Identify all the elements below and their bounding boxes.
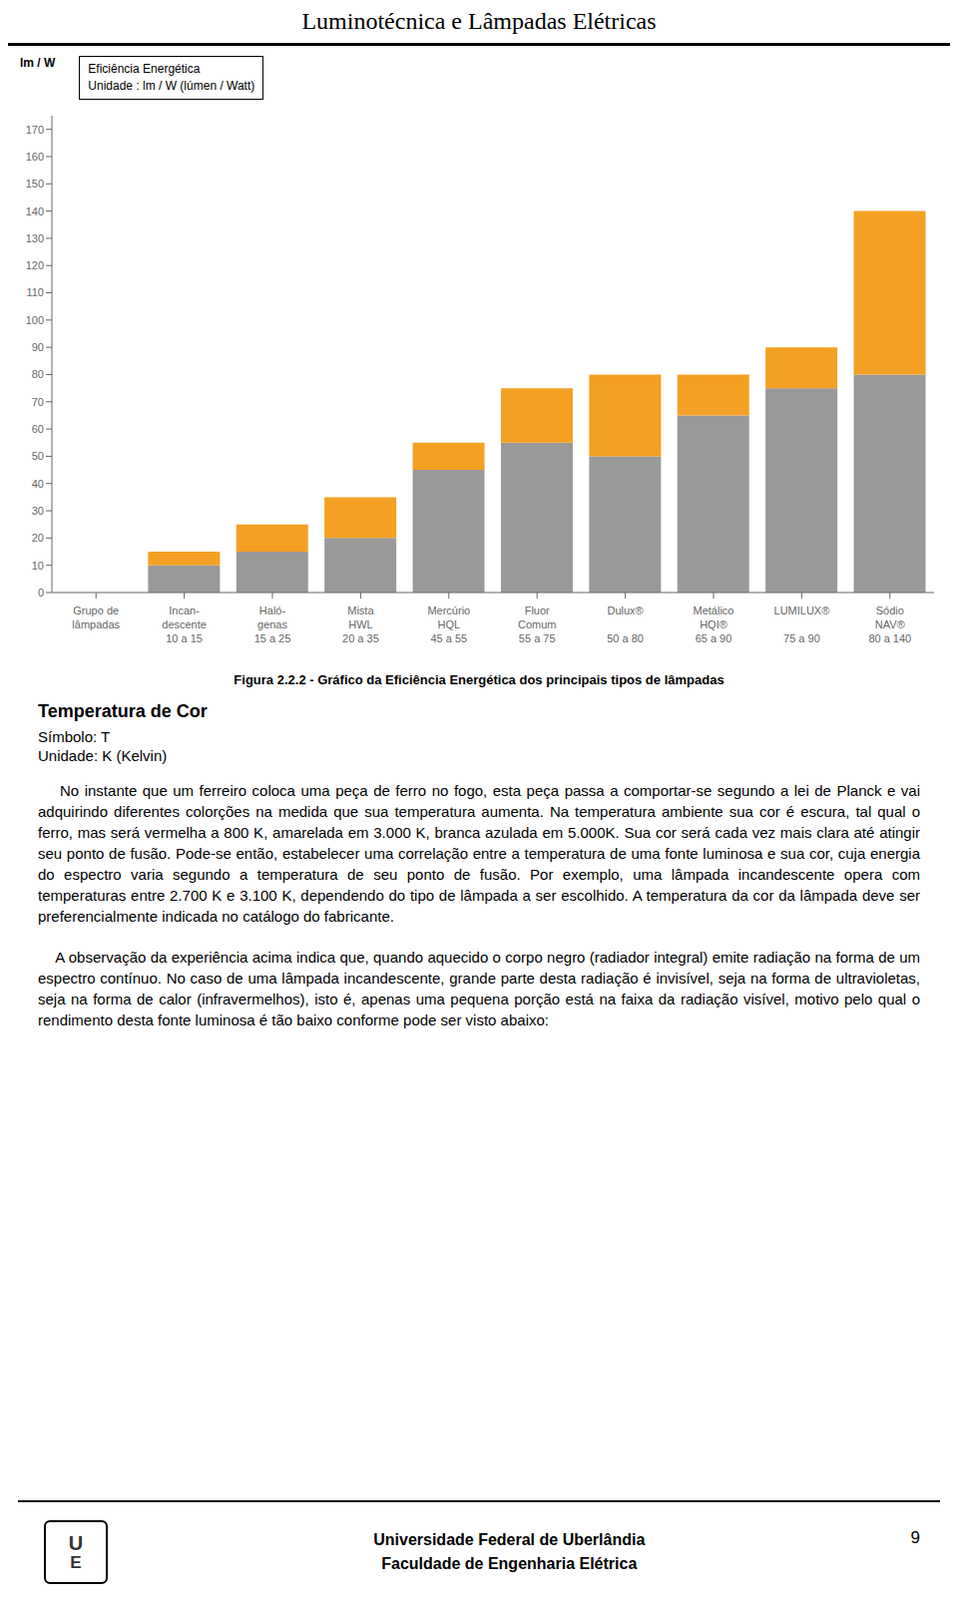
- svg-text:MercúrioHQL45 a 55: MercúrioHQL45 a 55: [427, 604, 471, 645]
- svg-text:40: 40: [31, 477, 44, 489]
- svg-text:Grupo delâmpadas: Grupo delâmpadas: [71, 604, 120, 631]
- html-text:9: 9: [910, 1528, 921, 1548]
- html-text:Luminotécnica e Lâmpadas Elétr: Luminotécnica e Lâmpadas Elétricas: [301, 7, 657, 34]
- svg-text:Incan-descente10 a 15: Incan-descente10 a 15: [161, 604, 207, 645]
- svg-text:FluorComum55 a 75: FluorComum55 a 75: [517, 604, 557, 645]
- html-text:U: U: [68, 1532, 84, 1555]
- svg-text:LUMILUX®75 a 90: LUMILUX®75 a 90: [774, 604, 831, 645]
- html-text:Figura 2.2.2 - Gráfico da Efic: Figura 2.2.2 - Gráfico da Eficiência Ene…: [233, 672, 725, 688]
- svg-text:20: 20: [31, 531, 44, 544]
- html-text:Faculdade de Engenharia Elétri: Faculdade de Engenharia Elétrica: [381, 1555, 637, 1573]
- svg-text:70: 70: [31, 395, 44, 408]
- svg-text:MetálicoHQI®65 a 90: MetálicoHQI®65 a 90: [693, 604, 735, 645]
- svg-text:140: 140: [25, 204, 44, 217]
- svg-text:110: 110: [25, 286, 44, 299]
- html-text:Símbolo: T: Símbolo: T: [37, 728, 111, 746]
- svg-text:10: 10: [31, 558, 44, 571]
- svg-text:130: 130: [25, 231, 44, 244]
- svg-text:60: 60: [31, 423, 44, 436]
- html-text:Unidade: K (Kelvin): Unidade: K (Kelvin): [37, 747, 167, 765]
- html-text:Universidade Federal de Uberlâ: Universidade Federal de Uberlândia: [373, 1531, 645, 1549]
- svg-text:SódioNAV®80 a 140: SódioNAV®80 a 140: [868, 604, 912, 645]
- html-text:lm / W: lm / W: [19, 55, 56, 70]
- svg-text:Dulux®50 a 80: Dulux®50 a 80: [606, 604, 644, 645]
- svg-text:50: 50: [31, 450, 44, 463]
- svg-text:80: 80: [31, 368, 44, 381]
- svg-text:30: 30: [31, 504, 44, 517]
- svg-text:Haló-genas15 a 25: Haló-genas15 a 25: [254, 604, 292, 645]
- svg-text:160: 160: [25, 149, 44, 162]
- svg-text:90: 90: [31, 341, 44, 354]
- svg-text:0: 0: [37, 585, 44, 598]
- svg-text:150: 150: [25, 177, 44, 190]
- html-text:A observação da experiência ac: A observação da experiência acima indica…: [37, 948, 925, 1029]
- html-text:E: E: [70, 1553, 82, 1573]
- html-text:Temperatura de Cor: Temperatura de Cor: [37, 701, 208, 722]
- svg-text:100: 100: [25, 313, 44, 326]
- html-text:Eficiência Energética Unidade: Eficiência Energética Unidade : lm / W (…: [88, 61, 255, 93]
- svg-text:170: 170: [25, 122, 44, 135]
- svg-text:MistaHWL20 a 35: MistaHWL20 a 35: [342, 604, 380, 645]
- html-text:No instante que um ferreiro co: No instante que um ferreiro coloca uma p…: [37, 781, 925, 925]
- svg-text:120: 120: [25, 259, 44, 272]
